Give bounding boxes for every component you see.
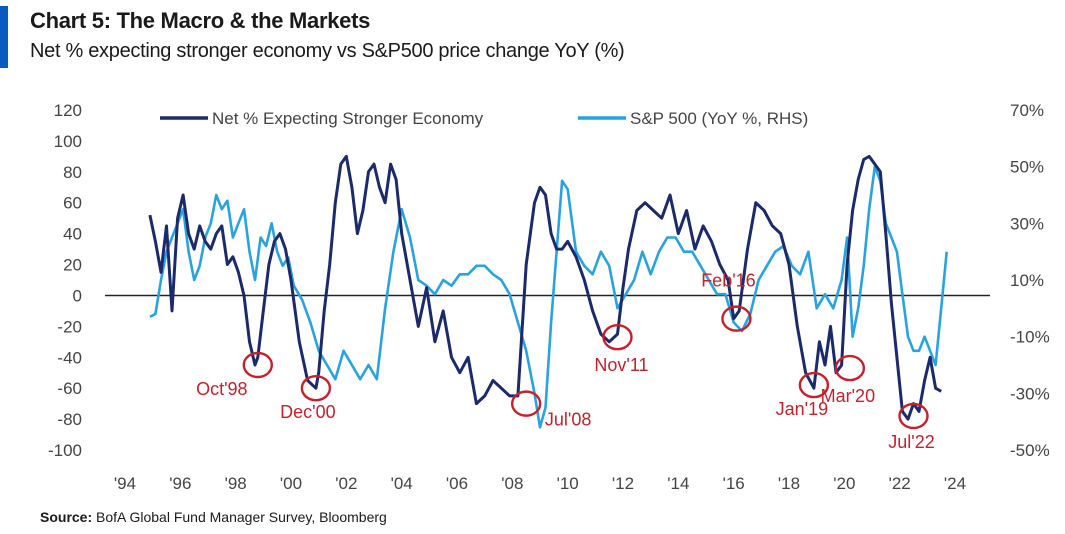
annotation-circle (798, 371, 830, 399)
right-tick-label: 30% (1010, 214, 1044, 233)
right-tick-label: 70% (1010, 101, 1044, 120)
x-tick-label: '08 (501, 474, 523, 493)
x-tick-label: '02 (335, 474, 357, 493)
annotation-label: Jul'08 (545, 410, 591, 430)
series-layer (148, 154, 948, 429)
legend-label-sp500: S&P 500 (YoY %, RHS) (630, 109, 808, 128)
source-note: Source: BofA Global Fund Manager Survey,… (40, 509, 387, 525)
annotation-circle (834, 354, 866, 382)
legend: Net % Expecting Stronger Economy S&P 500 … (160, 109, 808, 128)
annotation-label: Feb'16 (701, 271, 755, 291)
left-axis-ticks: 120 100 80 60 40 20 0 -20 -40 -60 -80 -100 (48, 101, 82, 460)
source-text: BofA Global Fund Manager Survey, Bloombe… (96, 509, 387, 525)
x-tick-label: '06 (446, 474, 468, 493)
x-tick-label: '24 (944, 474, 966, 493)
x-tick-label: '00 (280, 474, 302, 493)
annotation-circle (602, 323, 633, 351)
left-tick-label: -80 (57, 410, 82, 429)
chart-title: Chart 5: The Macro & the Markets (30, 8, 371, 33)
x-tick-label: '14 (667, 474, 689, 493)
right-tick-label: -30% (1010, 384, 1050, 403)
x-tick-label: '16 (723, 474, 745, 493)
title-accent-bar (0, 6, 8, 68)
left-tick-label: 0 (73, 286, 82, 305)
right-tick-label: -50% (1010, 441, 1050, 460)
annotation-circle (721, 305, 752, 332)
annotation-circle (510, 390, 542, 417)
left-tick-label: 120 (54, 101, 82, 120)
x-tick-label: '18 (778, 474, 800, 493)
x-tick-label: '94 (114, 474, 136, 493)
x-tick-label: '96 (169, 474, 191, 493)
annotation-label: Dec'00 (280, 402, 335, 422)
right-axis-ticks: 70% 50% 30% 10% -10% -30% -50% (1010, 101, 1050, 460)
right-tick-label: -10% (1010, 328, 1050, 347)
annotation-layer: Oct'98 Dec'00 Jul'08 Nov'11 Feb'16 Jan'19Mar'… (196, 271, 935, 452)
left-tick-label: -60 (57, 379, 82, 398)
annotation-label: Oct'98 (196, 379, 247, 399)
annotation-circle (898, 402, 929, 430)
x-tick-label: '04 (391, 474, 413, 493)
series-line-net-expecting (148, 154, 942, 421)
left-tick-label: 60 (63, 194, 82, 213)
source-label: Source: (40, 509, 93, 525)
right-tick-label: 50% (1010, 158, 1044, 177)
chart-subtitle: Net % expecting stronger economy vs S&P5… (30, 40, 625, 62)
x-tick-label: '22 (889, 474, 911, 493)
x-tick-label: '12 (612, 474, 634, 493)
left-tick-label: -100 (48, 441, 82, 460)
annotation-circle (242, 351, 273, 379)
left-tick-label: 80 (63, 163, 82, 182)
annotation-label: Jul'22 (888, 432, 934, 452)
left-tick-label: -20 (57, 317, 82, 336)
series-line-sp500 (149, 165, 948, 429)
x-axis-ticks: '94 '96 '98 '00 '02 '04 '06 '08 '10 '12 '14 '16 '18 '… (114, 474, 966, 493)
left-tick-label: -40 (57, 348, 82, 367)
x-tick-label: '20 (833, 474, 855, 493)
x-tick-label: '10 (557, 474, 579, 493)
right-tick-label: 10% (1010, 271, 1044, 290)
annotation-label: Jan'19 (776, 399, 828, 419)
annotation-circle (300, 374, 332, 402)
left-tick-label: 40 (63, 225, 82, 244)
x-tick-label: '98 (225, 474, 247, 493)
annotation-label: Mar'20 (821, 386, 875, 406)
annotation-label: Nov'11 (594, 355, 648, 375)
legend-label-net-expecting: Net % Expecting Stronger Economy (212, 109, 484, 128)
left-tick-label: 100 (54, 132, 82, 151)
left-tick-label: 20 (63, 256, 82, 275)
